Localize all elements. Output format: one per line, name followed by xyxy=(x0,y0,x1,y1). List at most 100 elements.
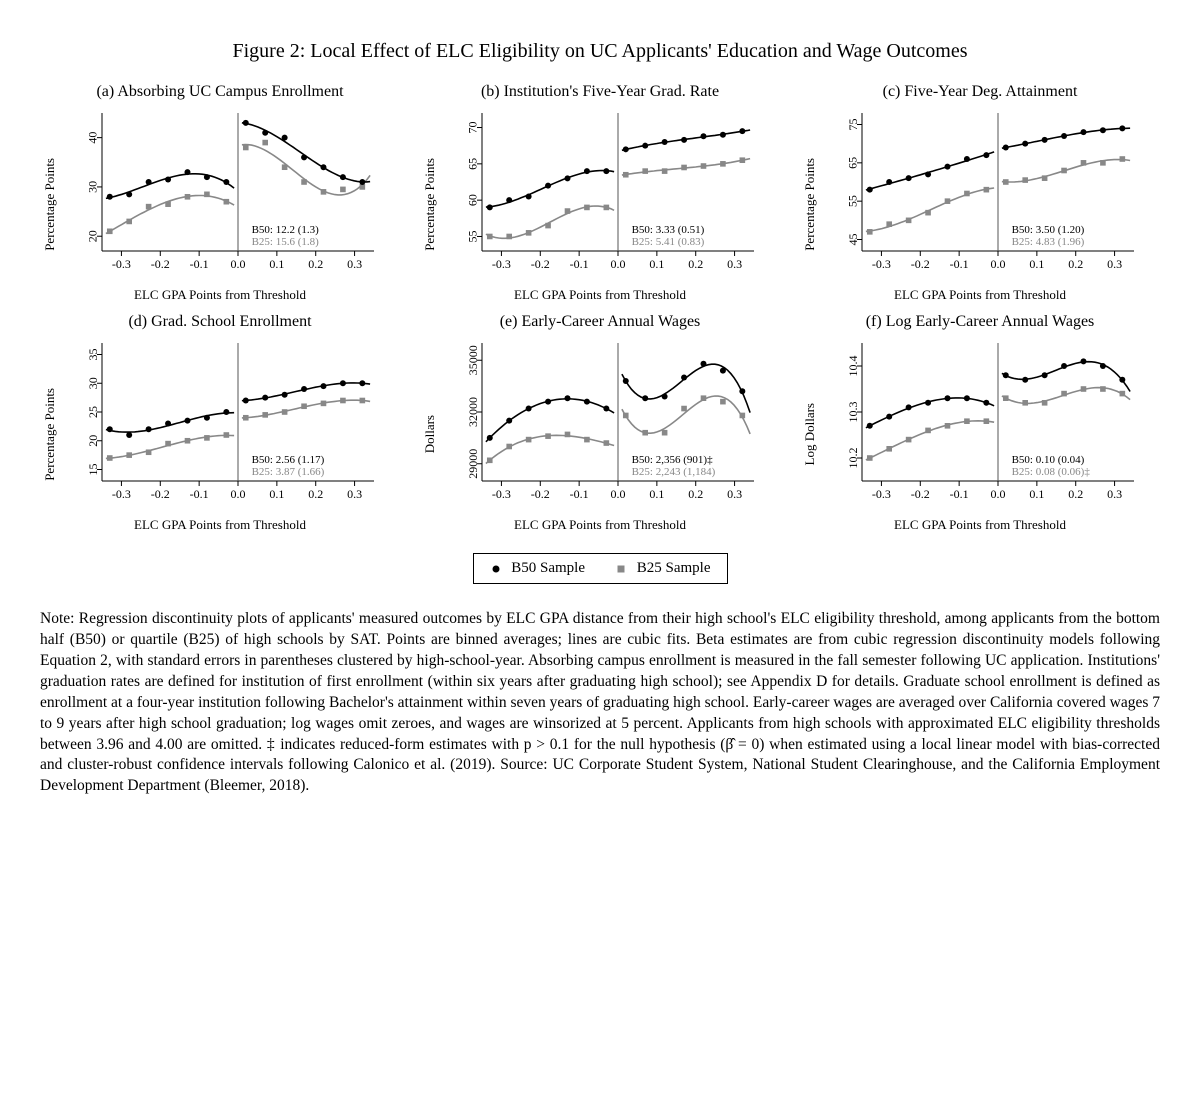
xlabel-a: ELC GPA Points from Threshold xyxy=(60,287,380,303)
svg-text:45: 45 xyxy=(846,234,860,246)
svg-text:0.0: 0.0 xyxy=(991,487,1006,501)
svg-text:15: 15 xyxy=(86,464,100,476)
svg-text:-0.2: -0.2 xyxy=(151,257,170,271)
xlabel-c: ELC GPA Points from Threshold xyxy=(820,287,1140,303)
chart-c: -0.3 -0.2 -0.1 0.0 0.1 0.2 0.3 45 55 65 75 B50: 3.5… xyxy=(820,105,1140,285)
panel-c: (c) Five-Year Deg. Attainment Percentage… xyxy=(800,83,1160,303)
svg-text:B50: 2,356 (901)‡: B50: 2,356 (901)‡ xyxy=(632,454,713,466)
svg-text:-0.3: -0.3 xyxy=(112,257,131,271)
svg-text:B25: 15.6 (1.8): B25: 15.6 (1.8) xyxy=(252,236,320,248)
svg-text:-0.3: -0.3 xyxy=(492,257,511,271)
svg-text:B25: 3.87 (1.66): B25: 3.87 (1.66) xyxy=(252,466,325,478)
svg-text:0.1: 0.1 xyxy=(1029,257,1044,271)
svg-text:0.2: 0.2 xyxy=(1068,487,1083,501)
svg-text:B50: 0.10 (0.04): B50: 0.10 (0.04) xyxy=(1012,454,1085,466)
figure-note: Note: Regression discontinuity plots of … xyxy=(40,609,1160,797)
svg-text:0.0: 0.0 xyxy=(991,257,1006,271)
svg-text:-0.1: -0.1 xyxy=(190,487,209,501)
svg-text:0.3: 0.3 xyxy=(1107,487,1122,501)
svg-text:-0.1: -0.1 xyxy=(570,487,589,501)
svg-text:-0.3: -0.3 xyxy=(872,257,891,271)
svg-text:0.1: 0.1 xyxy=(269,257,284,271)
svg-text:B25: 2,243 (1,184): B25: 2,243 (1,184) xyxy=(632,466,716,478)
panel-b: (b) Institution's Five-Year Grad. Rate P… xyxy=(420,83,780,303)
svg-text:30: 30 xyxy=(86,181,100,193)
svg-text:-0.1: -0.1 xyxy=(950,487,969,501)
svg-text:25: 25 xyxy=(86,406,100,418)
svg-text:-0.1: -0.1 xyxy=(190,257,209,271)
svg-text:-0.3: -0.3 xyxy=(872,487,891,501)
panel-grid: (a) Absorbing UC Campus Enrollment Perce… xyxy=(40,83,1160,533)
svg-text:0.0: 0.0 xyxy=(231,257,246,271)
svg-text:B50: 12.2 (1.3): B50: 12.2 (1.3) xyxy=(252,224,320,236)
svg-text:B25: 4.83 (1.96): B25: 4.83 (1.96) xyxy=(1012,236,1085,248)
legend-b25: B25 Sample xyxy=(615,560,711,577)
svg-text:B25: 0.08 (0.06)‡: B25: 0.08 (0.06)‡ xyxy=(1012,466,1091,478)
xlabel-e: ELC GPA Points from Threshold xyxy=(440,517,760,533)
svg-text:-0.2: -0.2 xyxy=(531,487,550,501)
svg-text:0.0: 0.0 xyxy=(611,487,626,501)
svg-text:70: 70 xyxy=(466,122,480,134)
svg-text:0.1: 0.1 xyxy=(649,257,664,271)
svg-text:29000: 29000 xyxy=(466,449,480,479)
svg-text:0.0: 0.0 xyxy=(231,487,246,501)
legend-b50: B50 Sample xyxy=(490,560,586,577)
svg-text:-0.2: -0.2 xyxy=(911,257,930,271)
svg-text:0.0: 0.0 xyxy=(611,257,626,271)
svg-text:0.1: 0.1 xyxy=(1029,487,1044,501)
legend: B50 Sample B25 Sample xyxy=(40,553,1160,584)
chart-b: -0.3-0.2-0.10.00.10.20.355606570B50: 3.3… xyxy=(440,105,760,285)
svg-text:35000: 35000 xyxy=(466,345,480,375)
svg-text:-0.1: -0.1 xyxy=(950,257,969,271)
svg-text:75: 75 xyxy=(846,119,860,131)
chart-f: -0.3-0.2-0.10.00.10.20.310.210.310.4B50:… xyxy=(820,335,1140,515)
svg-text:0.1: 0.1 xyxy=(269,487,284,501)
svg-text:0.3: 0.3 xyxy=(727,257,742,271)
svg-text:10.4: 10.4 xyxy=(846,356,860,377)
panel-title-a: (a) Absorbing UC Campus Enrollment xyxy=(40,83,400,101)
svg-text:-0.2: -0.2 xyxy=(151,487,170,501)
svg-text:B50: 2.56 (1.17): B50: 2.56 (1.17) xyxy=(252,454,325,466)
panel-a: (a) Absorbing UC Campus Enrollment Perce… xyxy=(40,83,400,303)
ylabel-f: Log Dollars xyxy=(800,403,820,465)
ylabel-a: Percentage Points xyxy=(40,158,60,251)
ylabel-e: Dollars xyxy=(420,415,440,453)
chart-a: -0.3-0.2-0.10.00.10.20.3203040B50: 12.2 … xyxy=(60,105,380,285)
chart-e: -0.3-0.2-0.10.00.10.20.3290003200035000B… xyxy=(440,335,760,515)
svg-text:-0.1: -0.1 xyxy=(570,257,589,271)
svg-text:0.2: 0.2 xyxy=(308,487,323,501)
svg-text:0.2: 0.2 xyxy=(308,257,323,271)
svg-text:-0.3: -0.3 xyxy=(492,487,511,501)
svg-text:40: 40 xyxy=(86,132,100,144)
panel-title-c: (c) Five-Year Deg. Attainment xyxy=(800,83,1160,101)
svg-text:0.2: 0.2 xyxy=(1068,257,1083,271)
ylabel-c: Percentage Points xyxy=(800,158,820,251)
svg-text:30: 30 xyxy=(86,377,100,389)
svg-text:60: 60 xyxy=(466,194,480,206)
svg-text:0.3: 0.3 xyxy=(347,487,362,501)
panel-title-d: (d) Grad. School Enrollment xyxy=(40,313,400,331)
svg-text:0.3: 0.3 xyxy=(1107,257,1122,271)
ylabel-d: Percentage Points xyxy=(40,388,60,481)
svg-text:-0.2: -0.2 xyxy=(911,487,930,501)
panel-title-e: (e) Early-Career Annual Wages xyxy=(420,313,780,331)
svg-text:65: 65 xyxy=(846,157,860,169)
svg-text:65: 65 xyxy=(466,158,480,170)
svg-text:55: 55 xyxy=(846,195,860,207)
xlabel-d: ELC GPA Points from Threshold xyxy=(60,517,380,533)
svg-text:B25: 5.41 (0.83): B25: 5.41 (0.83) xyxy=(632,236,705,248)
svg-text:0.3: 0.3 xyxy=(727,487,742,501)
panel-d: (d) Grad. School Enrollment Percentage P… xyxy=(40,313,400,533)
svg-text:32000: 32000 xyxy=(466,397,480,427)
panel-title-f: (f) Log Early-Career Annual Wages xyxy=(800,313,1160,331)
xlabel-b: ELC GPA Points from Threshold xyxy=(440,287,760,303)
svg-text:B50: 3.33 (0.51): B50: 3.33 (0.51) xyxy=(632,224,705,236)
svg-text:10.2: 10.2 xyxy=(846,448,860,469)
svg-text:B50: 3.50 (1.20): B50: 3.50 (1.20) xyxy=(1012,224,1085,236)
chart-d: -0.3-0.2-0.10.00.10.20.31520253035B50: 2… xyxy=(60,335,380,515)
panel-f: (f) Log Early-Career Annual Wages Log Do… xyxy=(800,313,1160,533)
svg-text:55: 55 xyxy=(466,230,480,242)
figure-title: Figure 2: Local Effect of ELC Eligibilit… xyxy=(40,40,1160,63)
panel-e: (e) Early-Career Annual Wages Dollars -0… xyxy=(420,313,780,533)
svg-text:0.2: 0.2 xyxy=(688,257,703,271)
